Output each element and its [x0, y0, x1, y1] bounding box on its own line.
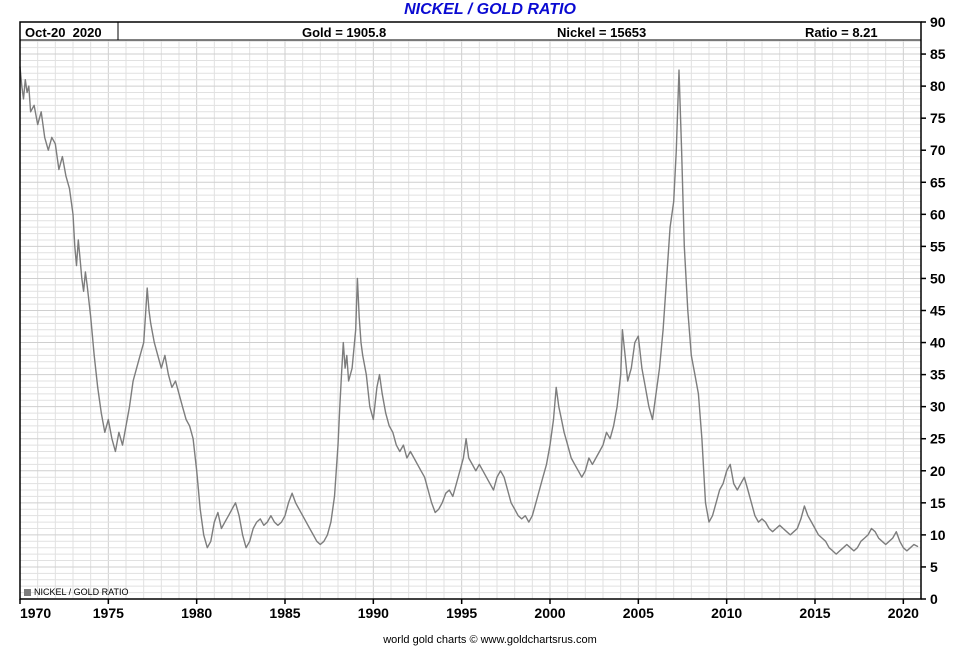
svg-text:1970: 1970	[20, 605, 51, 621]
svg-text:5: 5	[930, 559, 938, 575]
svg-text:90: 90	[930, 14, 946, 30]
ratio-line	[19, 66, 919, 555]
svg-text:2010: 2010	[711, 605, 742, 621]
svg-text:20: 20	[930, 463, 946, 479]
legend-swatch-icon	[24, 588, 31, 596]
svg-text:10: 10	[930, 527, 946, 543]
svg-text:60: 60	[930, 206, 946, 222]
legend: NICKEL / GOLD RATIO	[24, 587, 129, 597]
svg-text:1980: 1980	[181, 605, 212, 621]
svg-text:45: 45	[930, 303, 946, 319]
svg-text:2015: 2015	[799, 605, 830, 621]
svg-text:80: 80	[930, 78, 946, 94]
svg-text:1975: 1975	[93, 605, 124, 621]
svg-text:70: 70	[930, 142, 946, 158]
y-axis: 0 5 10 15 20 25 30 35 40 45 50 55 60 65 70 75 80 85 90	[921, 14, 946, 607]
x-axis: 1970 1975 1980 1985 1990 1995 2000 2005 2010 2015…	[19, 599, 919, 621]
svg-text:35: 35	[930, 367, 946, 383]
svg-text:85: 85	[930, 46, 946, 62]
footer-credit: world gold charts © www.goldchartsrus.co…	[383, 634, 597, 646]
svg-text:55: 55	[930, 238, 946, 254]
svg-text:2000: 2000	[534, 605, 565, 621]
svg-text:40: 40	[930, 335, 946, 351]
svg-text:25: 25	[930, 431, 946, 447]
svg-text:15: 15	[930, 495, 946, 511]
svg-text:0: 0	[930, 591, 938, 607]
svg-text:30: 30	[930, 399, 946, 415]
svg-text:75: 75	[930, 110, 946, 126]
svg-text:1995: 1995	[446, 605, 477, 621]
svg-text:2020: 2020	[888, 605, 919, 621]
header-date: Oct-20 2020	[25, 25, 102, 40]
legend-label: NICKEL / GOLD RATIO	[34, 587, 129, 597]
chart-title: NICKEL / GOLD RATIO	[404, 1, 576, 18]
svg-text:1985: 1985	[269, 605, 300, 621]
svg-text:2005: 2005	[623, 605, 654, 621]
svg-text:1990: 1990	[358, 605, 389, 621]
svg-text:50: 50	[930, 270, 946, 286]
header-ratio-value: Ratio = 8.21	[805, 25, 878, 40]
grid	[20, 40, 921, 599]
svg-text:65: 65	[930, 174, 946, 190]
header-gold-value: Gold = 1905.8	[302, 25, 387, 40]
header-nickel-value: Nickel = 15653	[557, 25, 647, 40]
